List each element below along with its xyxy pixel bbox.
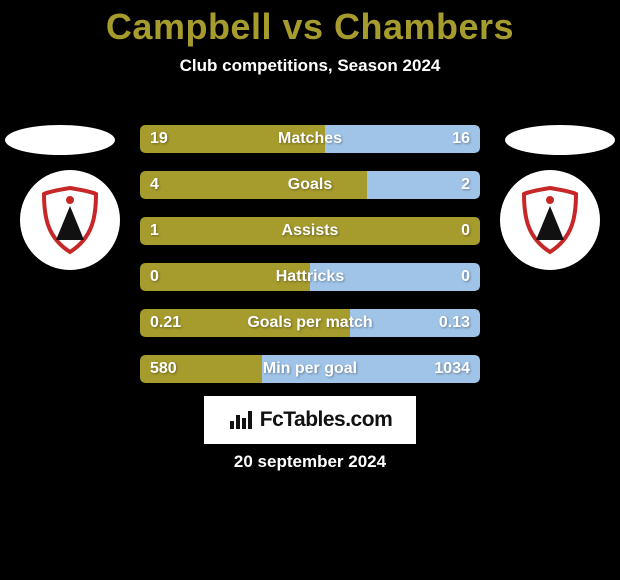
stat-label: Goals per match [140, 309, 480, 337]
stat-row: 0Hattricks0 [140, 263, 480, 291]
stat-label: Hattricks [140, 263, 480, 291]
stat-row: 580Min per goal1034 [140, 355, 480, 383]
player-left-ellipse [5, 125, 115, 155]
stat-row: 0.21Goals per match0.13 [140, 309, 480, 337]
player-left-crest [20, 170, 120, 270]
stat-row: 1Assists0 [140, 217, 480, 245]
page-subtitle: Club competitions, Season 2024 [0, 56, 620, 76]
player-right-ellipse [505, 125, 615, 155]
page-title: Campbell vs Chambers [0, 0, 620, 48]
stat-label: Matches [140, 125, 480, 153]
stat-label: Goals [140, 171, 480, 199]
bar-chart-icon [228, 409, 254, 431]
stat-row: 19Matches16 [140, 125, 480, 153]
watermark-text: FcTables.com [260, 408, 393, 432]
stat-right-value: 0.13 [439, 309, 470, 337]
shield-icon [34, 184, 106, 256]
footer-date: 20 september 2024 [0, 452, 620, 472]
watermark-box: FcTables.com [204, 396, 416, 444]
stat-right-value: 16 [452, 125, 470, 153]
stat-right-value: 1034 [434, 355, 470, 383]
stat-label: Assists [140, 217, 480, 245]
player-right-crest [500, 170, 600, 270]
stat-label: Min per goal [140, 355, 480, 383]
stat-right-value: 0 [461, 217, 470, 245]
stat-row: 4Goals2 [140, 171, 480, 199]
stat-right-value: 0 [461, 263, 470, 291]
stat-right-value: 2 [461, 171, 470, 199]
shield-icon [514, 184, 586, 256]
comparison-bars: 19Matches164Goals21Assists00Hattricks00.… [140, 125, 480, 401]
